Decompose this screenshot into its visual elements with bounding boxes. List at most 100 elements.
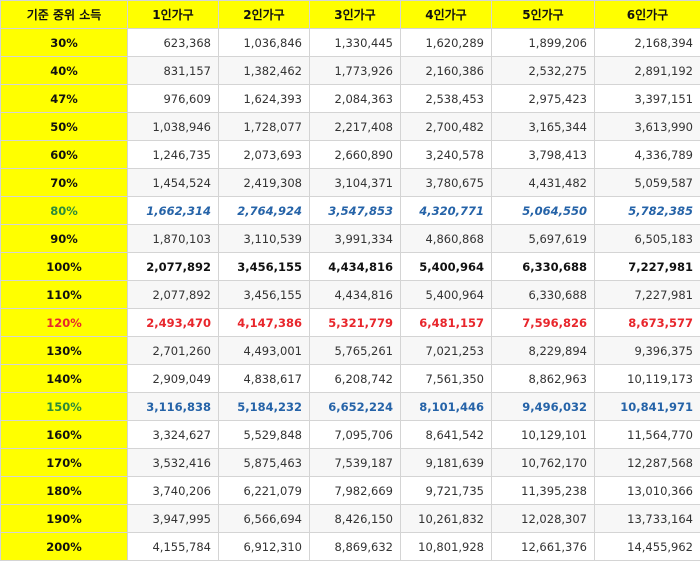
income-level-label: 60% [0,140,128,169]
income-cell-4-person: 8,101,446 [400,392,492,421]
income-cell-2-person: 2,764,924 [218,196,310,225]
table-row: 140% 2,909,049 4,838,617 6,208,742 7,561,350… [0,364,700,393]
income-cell-3-person: 4,434,816 [309,252,401,281]
income-cell-5-person: 1,899,206 [491,28,595,57]
column-header-3-person: 3인가구 [309,0,401,29]
income-cell-2-person: 3,456,155 [218,252,310,281]
income-cell-4-person: 2,160,386 [400,56,492,85]
income-level-label: 120% [0,308,128,337]
table-row: 30% 623,368 1,036,846 1,330,445 1,620,289 1,8… [0,28,700,57]
income-level-label: 160% [0,420,128,449]
income-cell-5-person: 4,431,482 [491,168,595,197]
income-cell-1-person: 2,493,470 [127,308,219,337]
income-cell-6-person: 7,227,981 [594,252,700,281]
table-row: 120% 2,493,470 4,147,386 5,321,779 6,481,157… [0,308,700,337]
income-cell-6-person: 2,891,192 [594,56,700,85]
table-row: 190% 3,947,995 6,566,694 8,426,150 10,261,83… [0,504,700,533]
income-cell-6-person: 3,613,990 [594,112,700,141]
income-cell-2-person: 6,566,694 [218,504,310,533]
income-cell-2-person: 5,529,848 [218,420,310,449]
table-row: 130% 2,701,260 4,493,001 5,765,261 7,021,253… [0,336,700,365]
income-cell-5-person: 7,596,826 [491,308,595,337]
table-row: 70% 1,454,524 2,419,308 3,104,371 3,780,675 4… [0,168,700,197]
income-cell-3-person: 3,547,853 [309,196,401,225]
income-cell-1-person: 3,740,206 [127,476,219,505]
income-cell-2-person: 3,456,155 [218,280,310,309]
income-cell-3-person: 5,321,779 [309,308,401,337]
income-cell-4-person: 3,780,675 [400,168,492,197]
income-cell-3-person: 7,982,669 [309,476,401,505]
income-cell-4-person: 5,400,964 [400,252,492,281]
income-cell-2-person: 1,036,846 [218,28,310,57]
income-cell-2-person: 5,875,463 [218,448,310,477]
income-cell-5-person: 8,862,963 [491,364,595,393]
income-cell-4-person: 5,400,964 [400,280,492,309]
income-cell-1-person: 4,155,784 [127,532,219,561]
income-cell-5-person: 2,975,423 [491,84,595,113]
income-cell-3-person: 6,208,742 [309,364,401,393]
income-cell-2-person: 1,728,077 [218,112,310,141]
income-cell-6-person: 5,782,385 [594,196,700,225]
income-cell-3-person: 7,095,706 [309,420,401,449]
income-cell-2-person: 1,382,462 [218,56,310,85]
income-cell-2-person: 4,493,001 [218,336,310,365]
income-cell-3-person: 5,765,261 [309,336,401,365]
income-cell-3-person: 2,084,363 [309,84,401,113]
income-cell-1-person: 831,157 [127,56,219,85]
income-cell-3-person: 8,869,632 [309,532,401,561]
table-row: 110% 2,077,892 3,456,155 4,434,816 5,400,964… [0,280,700,309]
income-cell-4-person: 8,641,542 [400,420,492,449]
income-cell-1-person: 2,077,892 [127,280,219,309]
income-cell-4-person: 4,320,771 [400,196,492,225]
table-row: 170% 3,532,416 5,875,463 7,539,187 9,181,639… [0,448,700,477]
income-cell-3-person: 8,426,150 [309,504,401,533]
column-header-4-person: 4인가구 [400,0,492,29]
income-cell-6-person: 14,455,962 [594,532,700,561]
income-cell-5-person: 10,129,101 [491,420,595,449]
income-cell-4-person: 2,700,482 [400,112,492,141]
table-row: 200% 4,155,784 6,912,310 8,869,632 10,801,92… [0,532,700,561]
income-cell-1-person: 2,909,049 [127,364,219,393]
income-cell-6-person: 7,227,981 [594,280,700,309]
column-header-1-person: 1인가구 [127,0,219,29]
income-cell-1-person: 3,116,838 [127,392,219,421]
income-cell-5-person: 3,165,344 [491,112,595,141]
income-cell-5-person: 10,762,170 [491,448,595,477]
income-cell-5-person: 2,532,275 [491,56,595,85]
income-cell-1-person: 1,454,524 [127,168,219,197]
table-header-row: 기준 중위 소득 1인가구 2인가구 3인가구 4인가구 5인가구 6인가구 [0,0,700,29]
income-level-label: 30% [0,28,128,57]
income-cell-2-person: 2,073,693 [218,140,310,169]
income-cell-3-person: 7,539,187 [309,448,401,477]
income-cell-6-person: 6,505,183 [594,224,700,253]
income-cell-3-person: 4,434,816 [309,280,401,309]
table-row: 160% 3,324,627 5,529,848 7,095,706 8,641,542… [0,420,700,449]
table-row: 60% 1,246,735 2,073,693 2,660,890 3,240,578 3… [0,140,700,169]
income-level-label: 90% [0,224,128,253]
income-cell-5-person: 8,229,894 [491,336,595,365]
income-level-label: 70% [0,168,128,197]
income-cell-4-person: 6,481,157 [400,308,492,337]
income-cell-6-person: 11,564,770 [594,420,700,449]
income-level-label: 100% [0,252,128,281]
income-cell-4-person: 10,261,832 [400,504,492,533]
income-cell-1-person: 1,662,314 [127,196,219,225]
income-cell-6-person: 12,287,568 [594,448,700,477]
table-row: 47% 976,609 1,624,393 2,084,363 2,538,453 2,9… [0,84,700,113]
income-cell-4-person: 2,538,453 [400,84,492,113]
income-level-label: 200% [0,532,128,561]
income-cell-6-person: 13,733,164 [594,504,700,533]
income-level-label: 130% [0,336,128,365]
income-level-label: 190% [0,504,128,533]
income-cell-6-person: 9,396,375 [594,336,700,365]
income-cell-5-person: 11,395,238 [491,476,595,505]
column-header-5-person: 5인가구 [491,0,595,29]
income-level-label: 170% [0,448,128,477]
column-header-income-level: 기준 중위 소득 [0,0,128,29]
income-level-label: 110% [0,280,128,309]
income-cell-1-person: 623,368 [127,28,219,57]
income-cell-4-person: 1,620,289 [400,28,492,57]
income-cell-6-person: 4,336,789 [594,140,700,169]
income-cell-1-person: 1,246,735 [127,140,219,169]
income-cell-1-person: 976,609 [127,84,219,113]
